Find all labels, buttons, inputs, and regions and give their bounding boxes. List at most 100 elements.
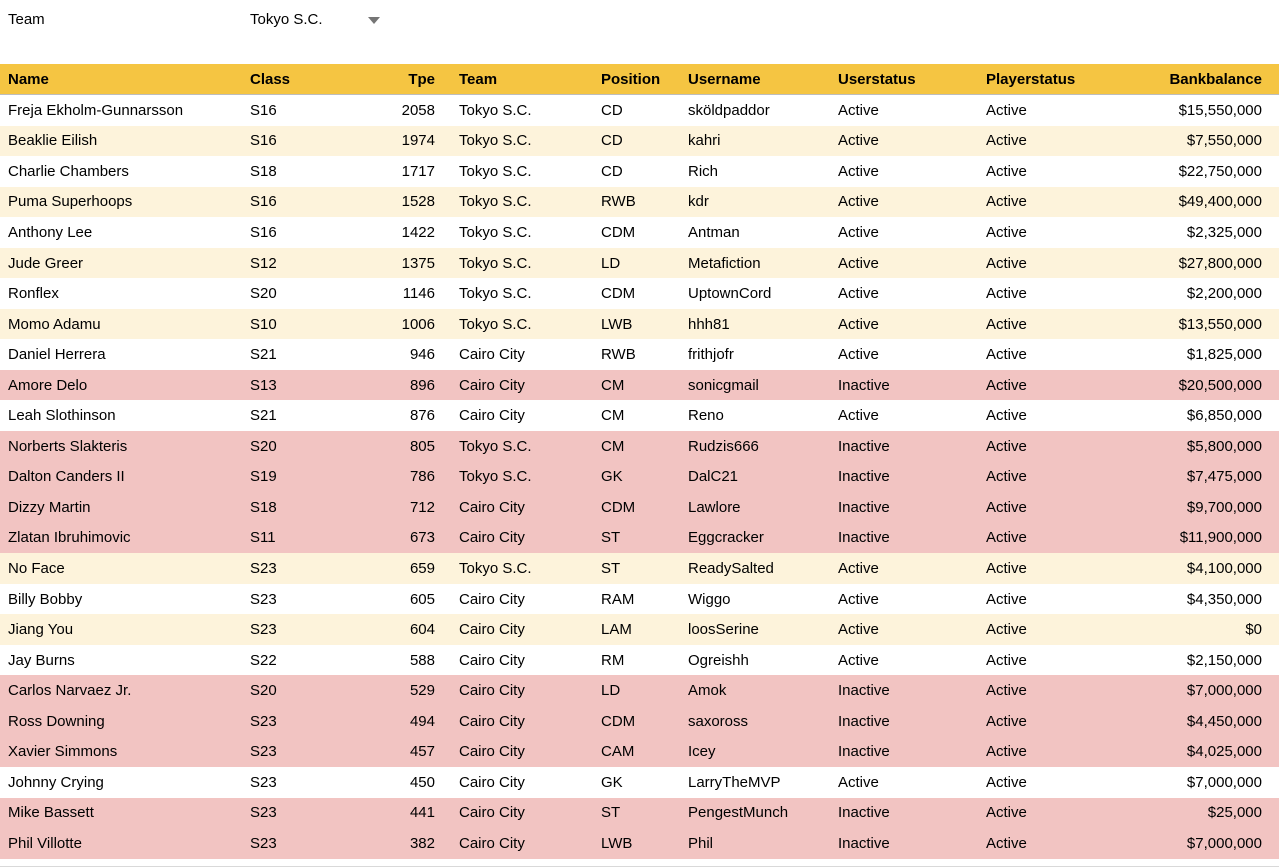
cell-playerstatus[interactable]: Active — [986, 437, 1027, 455]
cell-userstatus[interactable]: Inactive — [838, 529, 890, 547]
cell-team[interactable]: Tokyo S.C. — [459, 285, 532, 303]
cell-name[interactable]: Daniel Herrera — [8, 346, 106, 364]
cell-name[interactable]: Beaklie Eilish — [8, 132, 98, 150]
cell-class[interactable]: S16 — [250, 101, 277, 119]
table-row[interactable]: Dalton Canders II S19 786 Tokyo S.C. GK … — [0, 461, 1279, 493]
cell-userstatus[interactable]: Active — [838, 223, 879, 241]
cell-bankbalance[interactable]: $15,550,000 — [1178, 101, 1262, 119]
cell-playerstatus[interactable]: Active — [986, 621, 1027, 639]
cell-playerstatus[interactable]: Active — [986, 223, 1027, 241]
cell-position[interactable]: GK — [601, 773, 623, 791]
cell-playerstatus[interactable]: Active — [986, 407, 1027, 425]
header-name[interactable]: Name — [8, 70, 49, 88]
cell-username[interactable]: Amok — [688, 682, 727, 700]
cell-team[interactable]: Tokyo S.C. — [459, 223, 532, 241]
cell-username[interactable]: Rich — [688, 162, 719, 180]
cell-username[interactable]: Wiggo — [688, 590, 731, 608]
cell-username[interactable]: ReadySalted — [688, 559, 774, 577]
cell-tpe[interactable]: 946 — [409, 346, 435, 364]
cell-name[interactable]: Billy Bobby — [8, 590, 83, 608]
table-row[interactable]: Freja Ekholm-Gunnarsson S16 2058 Tokyo S… — [0, 95, 1279, 126]
cell-username[interactable]: UptownCord — [688, 285, 772, 303]
cell-userstatus[interactable]: Inactive — [838, 682, 890, 700]
cell-playerstatus[interactable]: Active — [986, 529, 1027, 547]
cell-bankbalance[interactable]: $6,850,000 — [1186, 407, 1262, 425]
cell-position[interactable]: RWB — [601, 346, 636, 364]
header-tpe[interactable]: Tpe — [408, 70, 435, 88]
cell-username[interactable]: PengestMunch — [688, 804, 789, 822]
cell-position[interactable]: CD — [601, 132, 623, 150]
cell-playerstatus[interactable]: Active — [986, 651, 1027, 669]
cell-team[interactable]: Cairo City — [459, 682, 525, 700]
cell-tpe[interactable]: 1146 — [402, 285, 435, 303]
table-row[interactable]: Jay Burns S22 588 Cairo City RM Ogreishh… — [0, 644, 1279, 676]
chevron-down-icon[interactable] — [368, 16, 380, 24]
cell-position[interactable]: CM — [601, 407, 625, 425]
table-row[interactable]: Phil Villotte S23 382 Cairo City LWB Phi… — [0, 828, 1279, 859]
cell-playerstatus[interactable]: Active — [986, 712, 1027, 730]
cell-username[interactable]: Antman — [688, 223, 740, 241]
table-row[interactable]: Xavier Simmons S23 457 Cairo City CAM Ic… — [0, 736, 1279, 768]
cell-position[interactable]: CDM — [601, 223, 636, 241]
cell-class[interactable]: S11 — [250, 529, 276, 547]
cell-username[interactable]: saxoross — [688, 712, 749, 730]
cell-class[interactable]: S23 — [250, 590, 277, 608]
cell-position[interactable]: CD — [601, 162, 623, 180]
cell-name[interactable]: Norberts Slakteris — [8, 437, 128, 455]
cell-tpe[interactable]: 588 — [409, 651, 435, 669]
cell-team[interactable]: Cairo City — [459, 498, 525, 516]
cell-team[interactable]: Tokyo S.C. — [459, 254, 532, 272]
cell-username[interactable]: DalC21 — [688, 468, 739, 486]
table-row[interactable]: Jude Greer S12 1375 Tokyo S.C. LD Metafi… — [0, 247, 1279, 279]
cell-bankbalance[interactable]: $13,550,000 — [1178, 315, 1262, 333]
cell-name[interactable]: Xavier Simmons — [8, 743, 118, 761]
header-playerstatus[interactable]: Playerstatus — [986, 70, 1076, 88]
cell-team[interactable]: Tokyo S.C. — [459, 132, 532, 150]
cell-username[interactable]: Ogreishh — [688, 651, 749, 669]
cell-class[interactable]: S18 — [250, 498, 277, 516]
cell-username[interactable]: sonicgmail — [688, 376, 759, 394]
cell-userstatus[interactable]: Active — [838, 559, 879, 577]
cell-userstatus[interactable]: Inactive — [838, 376, 890, 394]
cell-name[interactable]: Anthony Lee — [8, 223, 93, 241]
cell-position[interactable]: CD — [601, 101, 623, 119]
cell-tpe[interactable]: 450 — [409, 773, 435, 791]
cell-userstatus[interactable]: Active — [838, 590, 879, 608]
cell-team[interactable]: Cairo City — [459, 621, 525, 639]
cell-class[interactable]: S18 — [250, 162, 277, 180]
cell-position[interactable]: LD — [601, 254, 621, 272]
cell-name[interactable]: Carlos Narvaez Jr. — [8, 682, 132, 700]
cell-name[interactable]: Charlie Chambers — [8, 162, 129, 180]
cell-bankbalance[interactable]: $11,900,000 — [1179, 529, 1262, 547]
cell-tpe[interactable]: 786 — [409, 468, 435, 486]
cell-userstatus[interactable]: Active — [838, 407, 879, 425]
cell-playerstatus[interactable]: Active — [986, 162, 1027, 180]
cell-class[interactable]: S20 — [250, 437, 277, 455]
cell-tpe[interactable]: 876 — [409, 407, 435, 425]
table-row[interactable]: Amore Delo S13 896 Cairo City CM sonicgm… — [0, 369, 1279, 401]
cell-team[interactable]: Cairo City — [459, 407, 525, 425]
table-row[interactable]: Johnny Crying S23 450 Cairo City GK Larr… — [0, 767, 1279, 798]
cell-name[interactable]: Phil Villotte — [8, 834, 82, 852]
cell-position[interactable]: ST — [601, 804, 621, 822]
cell-class[interactable]: S23 — [250, 559, 277, 577]
cell-bankbalance[interactable]: $22,750,000 — [1178, 162, 1262, 180]
cell-userstatus[interactable]: Active — [838, 315, 879, 333]
cell-userstatus[interactable]: Inactive — [838, 834, 890, 852]
cell-username[interactable]: Icey — [688, 743, 716, 761]
cell-tpe[interactable]: 1974 — [401, 132, 435, 150]
cell-team[interactable]: Cairo City — [459, 773, 525, 791]
cell-bankbalance[interactable]: $7,000,000 — [1186, 773, 1262, 791]
cell-tpe[interactable]: 1717 — [401, 162, 435, 180]
team-filter-dropdown[interactable]: Tokyo S.C. — [250, 9, 380, 31]
cell-userstatus[interactable]: Active — [838, 254, 879, 272]
cell-position[interactable]: GK — [601, 468, 623, 486]
cell-team[interactable]: Cairo City — [459, 651, 525, 669]
cell-class[interactable]: S23 — [250, 712, 277, 730]
table-row[interactable]: Beaklie Eilish S16 1974 Tokyo S.C. CD ka… — [0, 125, 1279, 157]
cell-userstatus[interactable]: Active — [838, 193, 879, 211]
cell-position[interactable]: CDM — [601, 712, 636, 730]
header-position[interactable]: Position — [601, 70, 661, 88]
cell-bankbalance[interactable]: $27,800,000 — [1178, 254, 1262, 272]
cell-bankbalance[interactable]: $4,025,000 — [1186, 743, 1262, 761]
